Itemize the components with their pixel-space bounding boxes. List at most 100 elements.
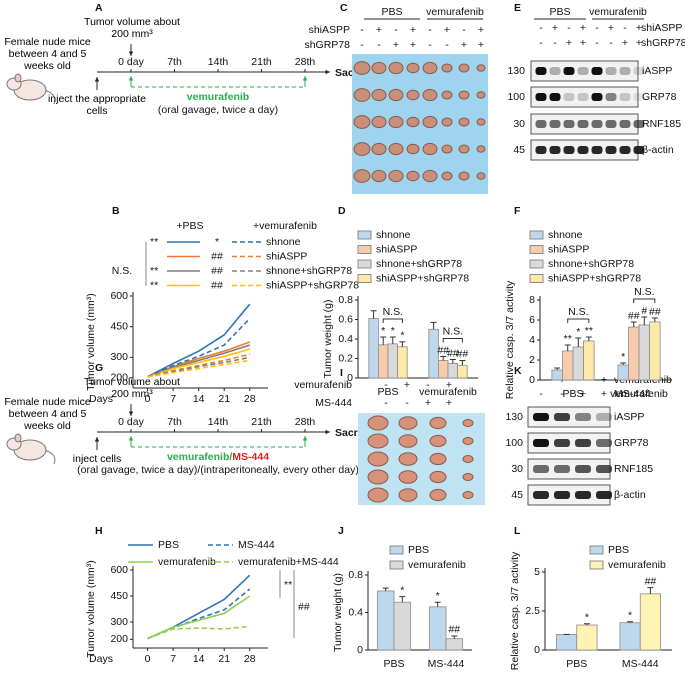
sign: + xyxy=(478,39,484,51)
y-axis-label: Tumor weight (g) xyxy=(332,573,344,652)
treatment-start-head xyxy=(128,76,134,81)
tumor xyxy=(406,89,420,101)
bracket xyxy=(633,298,656,303)
bar xyxy=(445,638,464,651)
blot-band xyxy=(575,491,591,499)
drug-label: vemurafenib xyxy=(187,91,249,103)
legend-label: shnone+shGRP78 xyxy=(266,265,352,277)
blot-band xyxy=(605,120,617,128)
sign: - xyxy=(377,39,381,51)
blot-band xyxy=(533,465,549,473)
day-label: 7th xyxy=(167,416,182,428)
drug-label: vemurafenib/MS-444 xyxy=(167,451,269,463)
bar xyxy=(377,344,389,379)
inject-arrow-head xyxy=(94,437,100,442)
legend-label: shiASPP+shGRP78 xyxy=(376,272,469,284)
tumor xyxy=(462,419,474,427)
blot-band xyxy=(554,413,570,421)
bracket xyxy=(567,318,590,323)
blot-band xyxy=(533,439,549,447)
sig-label: * xyxy=(381,325,385,337)
sign: + xyxy=(461,39,467,51)
blot-band xyxy=(577,120,589,128)
row-label: vemurafenib xyxy=(294,379,352,391)
group-label: vemurafenib xyxy=(426,6,484,18)
mice-label-box: Female nude mice between 4 and 5 weeks o… xyxy=(4,36,90,72)
day-label: 0 day xyxy=(118,56,144,68)
day-label: 0 day xyxy=(118,416,144,428)
tumor xyxy=(422,88,438,102)
mw-label: 130 xyxy=(507,65,525,77)
tumor xyxy=(371,88,387,102)
y-tick-label: 600 xyxy=(110,564,128,576)
inject-arrow-head xyxy=(94,77,100,82)
sig-label: * xyxy=(436,590,440,602)
blot-band xyxy=(535,93,547,101)
blot-band xyxy=(596,413,612,421)
legend-swatch xyxy=(389,560,404,570)
sign: - xyxy=(595,22,599,34)
legend-swatch xyxy=(529,230,544,240)
error-bar xyxy=(451,635,458,639)
stat-label: ** xyxy=(150,279,158,291)
blot-band xyxy=(549,120,561,128)
protein-label: β-actin xyxy=(614,489,646,501)
bracket-label: N.S. xyxy=(568,306,588,318)
tumor xyxy=(371,61,387,75)
tumor xyxy=(371,115,387,129)
route-label: (oral gavage, twice a day)/(intraperiton… xyxy=(77,464,359,476)
blot-band xyxy=(633,146,645,154)
route-label: (oral gavage, twice a day) xyxy=(158,104,278,116)
blot-band xyxy=(563,67,575,75)
sign: + xyxy=(580,37,586,49)
blot-band xyxy=(619,67,631,75)
legend-label: PBS xyxy=(158,539,179,551)
blot-band xyxy=(596,439,612,447)
stat-label: * xyxy=(215,236,219,248)
blot-band xyxy=(605,93,617,101)
x-tick-label: 28 xyxy=(244,653,256,665)
tumor xyxy=(367,487,389,503)
mw-label: 45 xyxy=(511,489,523,501)
sign: + xyxy=(566,37,572,49)
panel-letter: J xyxy=(338,525,344,537)
tumor xyxy=(367,433,389,449)
error-bar xyxy=(382,587,389,591)
blot-strip xyxy=(530,60,639,82)
blot-band xyxy=(633,93,645,101)
blot-band xyxy=(605,146,617,154)
y-tick-label: 5 xyxy=(534,566,540,578)
inject-label-box: inject the appropriate cells xyxy=(48,93,146,117)
sig-label: * xyxy=(576,326,580,338)
y-tick-label: 0.8 xyxy=(348,569,363,581)
blot-band xyxy=(619,120,631,128)
inject-label-box: inject cells xyxy=(73,453,121,465)
tumor xyxy=(422,115,438,129)
sign: + xyxy=(410,24,416,36)
sign: + xyxy=(444,24,450,36)
sign: - xyxy=(360,24,364,36)
tumor xyxy=(406,170,420,182)
sign: - xyxy=(567,22,571,34)
row-label: shGRP78 xyxy=(641,37,685,49)
day-label: 14th xyxy=(208,56,229,68)
tumor xyxy=(429,434,447,448)
tumor xyxy=(476,118,486,126)
y-tick-label: 6 xyxy=(529,314,535,326)
tumor xyxy=(429,488,447,502)
x-tick-label: 21 xyxy=(218,393,230,405)
y-tick-label: 0.6 xyxy=(338,313,353,325)
blot-band xyxy=(549,93,561,101)
bar xyxy=(376,590,395,651)
tumor xyxy=(398,434,418,448)
error-bar xyxy=(575,337,582,347)
protein-label: GRP78 xyxy=(642,91,677,103)
tumor xyxy=(458,63,470,73)
sig-label: ## xyxy=(448,624,460,636)
mouse-ear xyxy=(14,433,22,443)
panel-letter: F xyxy=(514,205,521,217)
x-tick-label: 21 xyxy=(218,653,230,665)
tumor xyxy=(398,416,418,430)
tumor xyxy=(476,172,486,180)
blot-band xyxy=(596,491,612,499)
